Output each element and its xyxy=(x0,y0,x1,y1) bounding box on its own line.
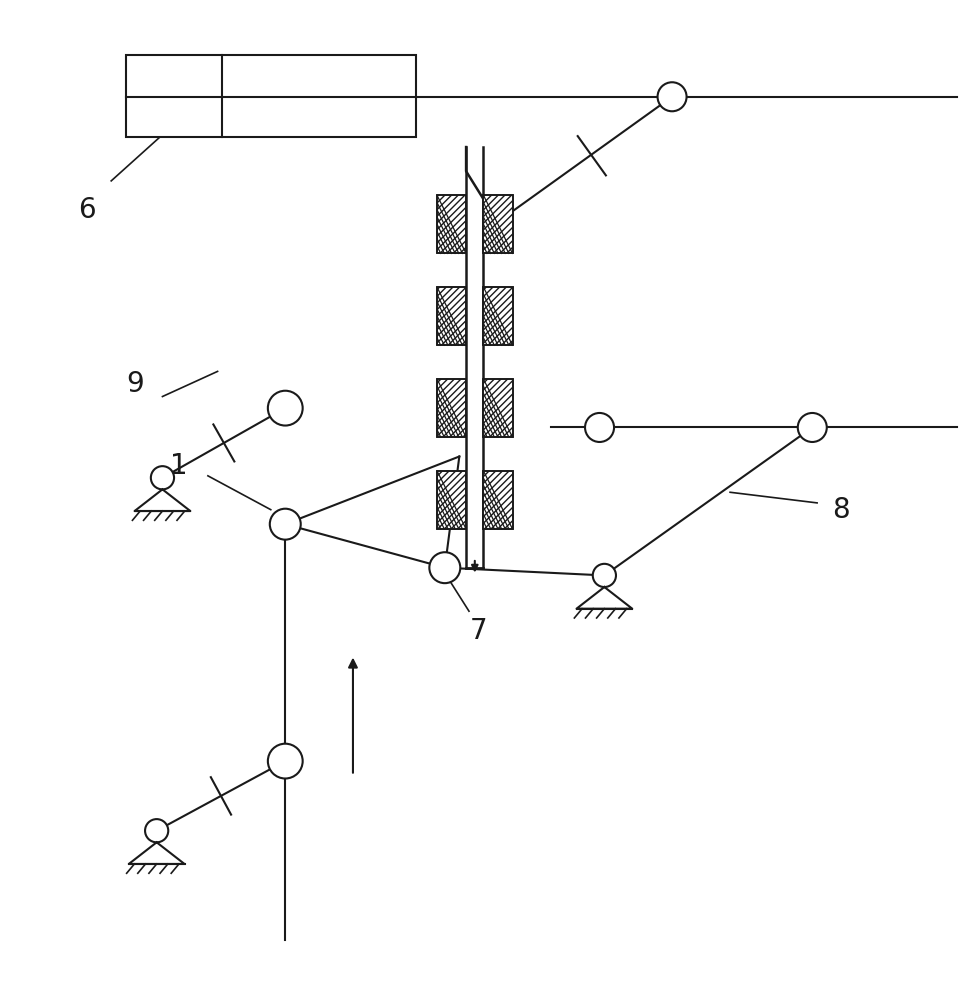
Bar xyxy=(484,379,513,437)
Text: 7: 7 xyxy=(470,617,487,645)
Text: 6: 6 xyxy=(78,196,96,224)
Bar xyxy=(484,379,513,437)
Bar xyxy=(437,287,466,345)
Circle shape xyxy=(798,413,827,442)
Bar xyxy=(484,471,513,529)
Circle shape xyxy=(145,819,168,842)
Circle shape xyxy=(585,413,614,442)
Text: 1: 1 xyxy=(170,452,188,480)
Bar xyxy=(437,379,466,437)
Bar xyxy=(437,287,466,345)
Circle shape xyxy=(268,744,303,778)
Bar xyxy=(484,195,513,253)
Circle shape xyxy=(151,466,174,489)
Bar xyxy=(484,195,513,253)
Bar xyxy=(484,287,513,345)
Circle shape xyxy=(270,509,301,540)
Circle shape xyxy=(593,564,616,587)
Bar xyxy=(437,195,466,253)
Circle shape xyxy=(658,82,687,111)
Bar xyxy=(437,379,466,437)
Bar xyxy=(484,287,513,345)
Bar xyxy=(126,55,416,137)
Circle shape xyxy=(429,552,460,583)
Bar xyxy=(437,195,466,253)
Text: 9: 9 xyxy=(127,370,144,398)
Bar xyxy=(437,471,466,529)
Text: 8: 8 xyxy=(833,496,850,524)
Bar xyxy=(437,471,466,529)
Bar xyxy=(484,471,513,529)
Circle shape xyxy=(268,391,303,426)
